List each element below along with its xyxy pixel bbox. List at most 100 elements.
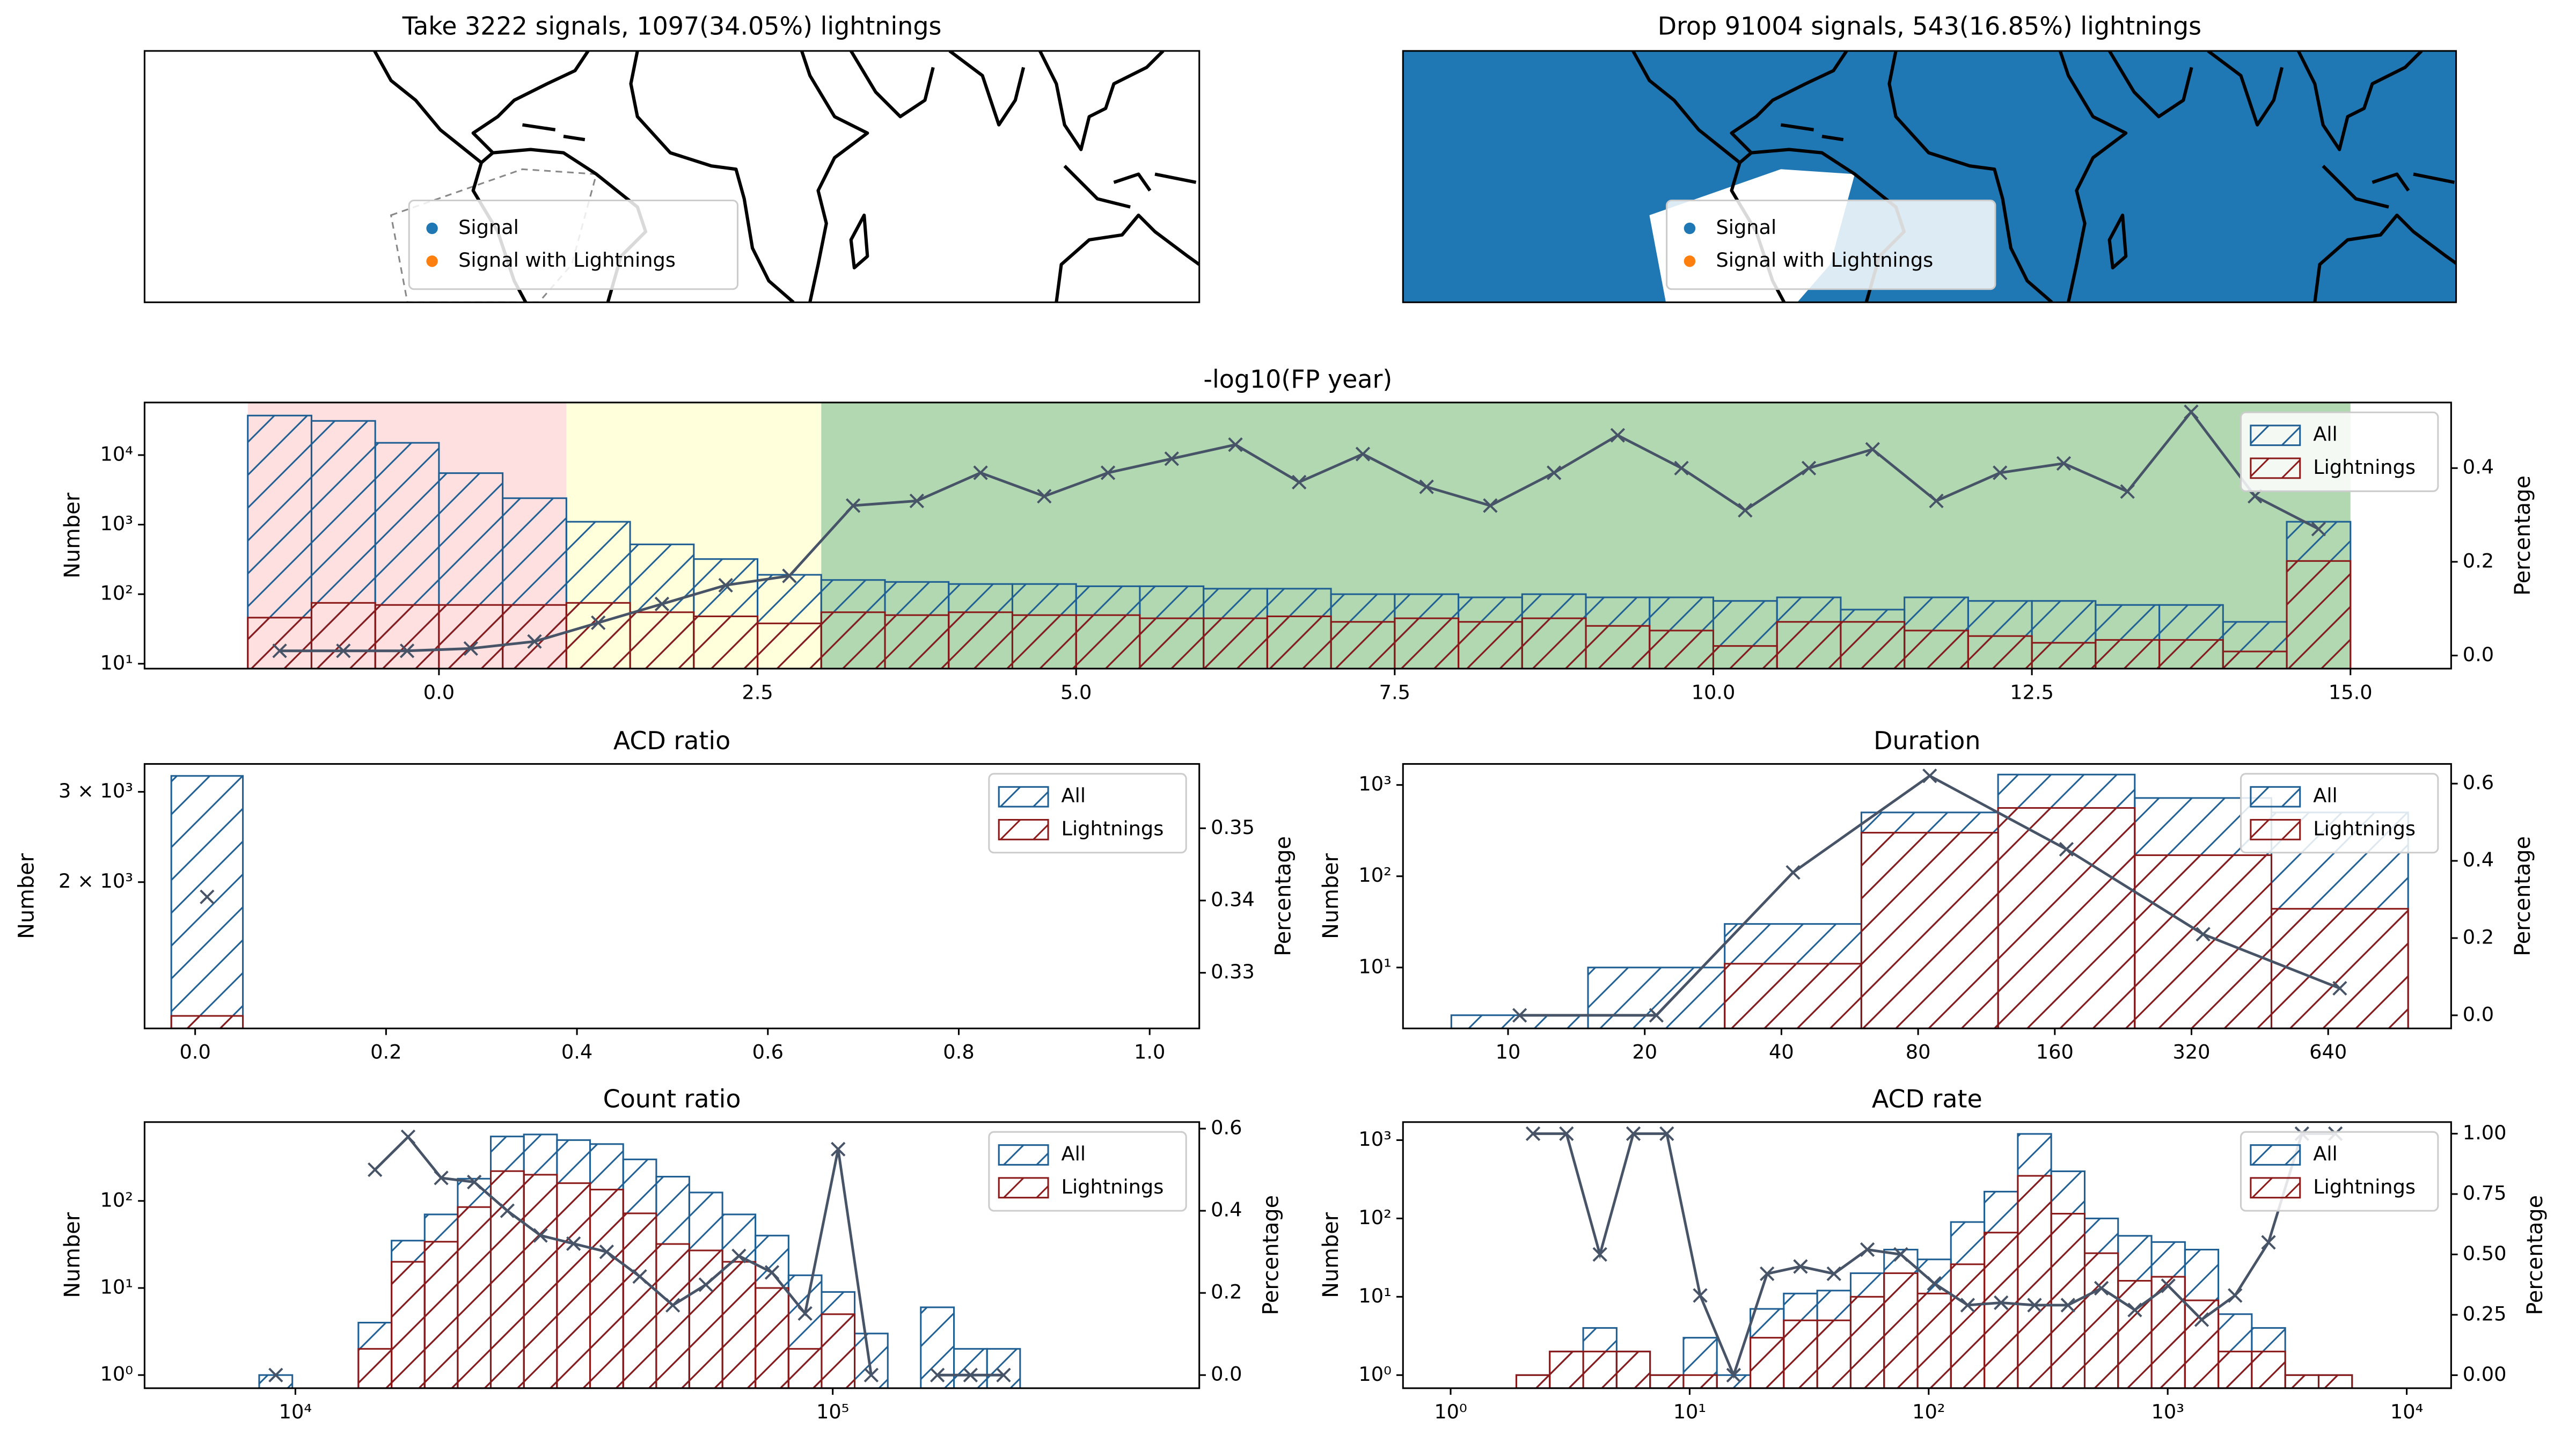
percentage-marker	[1793, 1259, 1808, 1274]
percentage-marker	[1960, 1298, 1975, 1313]
bar	[1450, 1014, 1589, 1029]
legend-label: Lightnings	[2313, 1175, 2416, 1198]
legend-swatch	[2250, 786, 2301, 808]
bar	[629, 611, 695, 669]
bar	[1750, 1337, 1785, 1388]
bar	[1203, 617, 1268, 669]
bar	[755, 1287, 789, 1388]
percentage-marker	[731, 1248, 747, 1263]
bar	[1916, 1292, 1952, 1388]
plot-area	[1515, 1126, 2353, 1388]
percentage-marker	[2311, 522, 2326, 537]
bar	[1724, 963, 1862, 1029]
legend-box	[988, 773, 1187, 854]
bar	[1011, 614, 1077, 669]
y-tick-label: 10²	[100, 1188, 133, 1211]
percentage-marker	[1994, 1295, 2009, 1311]
bar	[357, 1348, 393, 1388]
x-tick-label: 10.0	[1692, 680, 1736, 704]
y2-axis-label: Percentage	[2523, 1195, 2548, 1315]
y2-tick-label: 1.00	[2463, 1121, 2507, 1144]
y2-axis-label: Percentage	[2511, 836, 2535, 956]
y-axis-label: Number	[1319, 1212, 1343, 1298]
map-title: Take 3222 signals, 1097(34.05%) lightnin…	[402, 12, 942, 41]
y-tick-label: 10³	[1358, 1128, 1391, 1151]
percentage-marker	[1483, 498, 1498, 513]
x-tick-label: 2.5	[742, 680, 773, 704]
bar	[820, 611, 886, 669]
x-tick-label: 10	[1496, 1041, 1521, 1064]
bar	[1266, 615, 1332, 669]
y2-axis-label: Percentage	[1258, 1195, 1283, 1315]
percentage-marker	[909, 493, 925, 509]
bar	[391, 1261, 426, 1388]
x-tick-label: 1.0	[1134, 1041, 1165, 1064]
x-tick-label: 0.4	[561, 1041, 592, 1064]
x-tick-label: 10⁴	[279, 1400, 312, 1423]
chart-title: ACD ratio	[613, 726, 730, 755]
bar	[589, 1189, 624, 1388]
bar	[2284, 1374, 2320, 1388]
y-tick-label: 10¹	[1358, 1284, 1391, 1307]
bar	[757, 623, 822, 669]
bar	[1950, 1263, 1986, 1388]
bar	[1712, 645, 1778, 669]
percentage-marker	[698, 1277, 713, 1292]
axes-frame	[1402, 763, 2452, 1029]
chart-title: -log10(FP year)	[1203, 365, 1392, 394]
legend-label: All	[2313, 423, 2338, 446]
percentage-marker	[463, 641, 478, 656]
y-tick-label: 3 × 10³	[58, 779, 133, 802]
bar	[170, 775, 244, 1029]
percentage-marker	[973, 465, 988, 480]
bar	[1849, 1296, 1885, 1388]
bar	[2083, 1252, 2119, 1388]
percentage-marker	[996, 1367, 1011, 1382]
percentage-marker	[2059, 841, 2074, 857]
percentage-marker	[434, 1170, 449, 1185]
y-tick-label: 10¹	[1358, 955, 1391, 978]
bar	[170, 1015, 244, 1029]
percentage-marker	[1037, 488, 1052, 504]
bar	[1776, 621, 1842, 669]
y-tick-label: 10²	[1358, 863, 1391, 887]
bar	[1139, 617, 1205, 669]
bar	[2218, 1350, 2253, 1388]
bar	[1585, 625, 1651, 669]
bar	[1615, 1350, 1651, 1388]
y2-tick-label: 0.4	[2463, 848, 2494, 872]
percentage-marker	[1922, 769, 1937, 784]
percentage-marker	[1592, 1247, 1607, 1262]
x-tick-label: 40	[1769, 1041, 1794, 1064]
axes-frame	[143, 763, 1201, 1029]
y-tick-label: 10⁴	[100, 442, 133, 465]
legend-label: Lightnings	[1062, 1175, 1164, 1198]
bar	[2050, 1213, 2086, 1388]
y2-tick-label: 0.0	[1211, 1363, 1242, 1386]
legend-label: Lightnings	[2313, 817, 2416, 840]
legend-label: Signal with Lightnings	[1716, 248, 1933, 272]
percentage-marker	[764, 1265, 780, 1280]
legend-swatch	[2250, 457, 2301, 479]
x-tick-label: 10⁴	[2390, 1400, 2423, 1423]
axes-frame	[143, 1121, 1201, 1389]
legend-label: Signal with Lightnings	[458, 248, 676, 272]
y2-tick-label: 0.33	[1211, 960, 1255, 983]
percentage-marker	[527, 634, 542, 649]
percentage-marker	[1993, 465, 2008, 480]
legend-label: Lightnings	[1062, 817, 1164, 840]
bar	[1549, 1350, 1584, 1388]
legend-label: All	[2313, 1143, 2338, 1166]
percentage-marker	[665, 1298, 680, 1313]
legend-swatch	[2250, 1177, 2301, 1199]
legend-marker	[426, 222, 438, 235]
legend-box	[408, 199, 739, 290]
x-tick-label: 0.0	[423, 680, 455, 704]
plot-area	[170, 775, 244, 1029]
percentage-marker	[1865, 442, 1880, 457]
bar	[821, 1313, 856, 1388]
legend-marker	[1684, 222, 1696, 235]
percentage-marker	[2094, 1280, 2109, 1296]
percentage-marker	[1525, 1126, 1541, 1141]
percentage-marker	[1419, 479, 1434, 494]
